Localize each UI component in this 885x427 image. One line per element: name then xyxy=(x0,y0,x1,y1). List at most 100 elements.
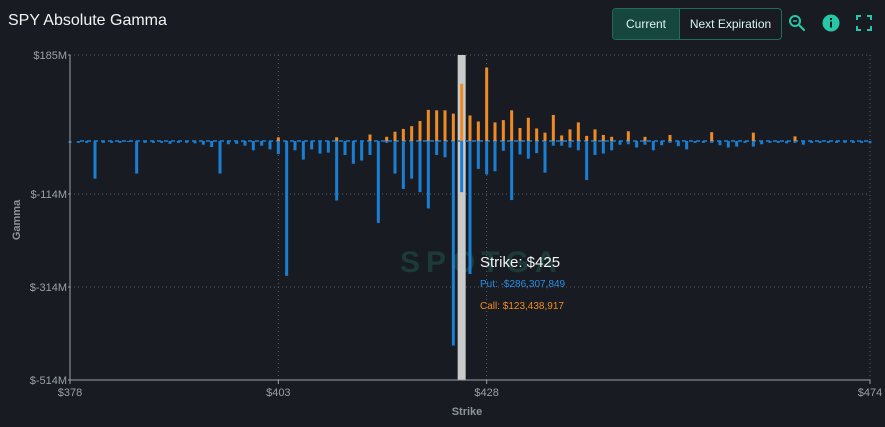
call-bar[interactable] xyxy=(368,134,372,142)
call-bar[interactable] xyxy=(668,134,672,142)
put-bar[interactable] xyxy=(485,141,489,175)
put-bar[interactable] xyxy=(85,141,89,143)
call-bar[interactable] xyxy=(535,128,539,142)
put-bar[interactable] xyxy=(326,141,330,153)
put-bar[interactable] xyxy=(218,141,222,174)
put-bar[interactable] xyxy=(93,141,97,179)
call-bar[interactable] xyxy=(543,132,547,142)
put-bar[interactable] xyxy=(143,141,147,143)
call-bar[interactable] xyxy=(626,131,630,142)
call-bar[interactable] xyxy=(426,109,430,142)
call-bar[interactable] xyxy=(451,113,455,142)
call-bar[interactable] xyxy=(460,83,464,142)
put-bar[interactable] xyxy=(260,141,264,146)
put-bar[interactable] xyxy=(551,141,555,146)
put-bar[interactable] xyxy=(585,141,589,181)
search-icon[interactable] xyxy=(787,13,807,33)
put-bar[interactable] xyxy=(610,141,614,151)
put-bar[interactable] xyxy=(635,141,639,148)
put-bar[interactable] xyxy=(343,141,347,155)
call-bar[interactable] xyxy=(401,128,405,142)
put-bar[interactable] xyxy=(401,141,405,189)
call-bar[interactable] xyxy=(793,136,797,142)
put-bar[interactable] xyxy=(501,141,505,151)
put-bar[interactable] xyxy=(785,141,789,144)
put-bar[interactable] xyxy=(676,141,680,147)
put-bar[interactable] xyxy=(251,141,255,151)
put-bar[interactable] xyxy=(860,141,864,143)
put-bar[interactable] xyxy=(235,141,239,144)
put-bar[interactable] xyxy=(126,141,130,143)
put-bar[interactable] xyxy=(568,141,572,148)
call-bar[interactable] xyxy=(276,137,280,142)
put-bar[interactable] xyxy=(651,141,655,151)
put-bar[interactable] xyxy=(693,141,697,143)
put-bar[interactable] xyxy=(443,141,447,158)
call-bar[interactable] xyxy=(568,129,572,142)
call-bar[interactable] xyxy=(418,121,422,142)
put-bar[interactable] xyxy=(660,141,664,146)
put-bar[interactable] xyxy=(101,141,105,143)
put-bar[interactable] xyxy=(376,141,380,223)
put-bar[interactable] xyxy=(726,141,730,148)
put-bar[interactable] xyxy=(776,141,780,143)
info-icon[interactable] xyxy=(821,13,841,33)
put-bar[interactable] xyxy=(393,141,397,174)
put-bar[interactable] xyxy=(310,141,314,150)
put-bar[interactable] xyxy=(718,141,722,146)
call-bar[interactable] xyxy=(526,117,530,142)
call-bar[interactable] xyxy=(710,132,714,142)
fullscreen-icon[interactable] xyxy=(854,13,874,33)
call-bar[interactable] xyxy=(485,67,489,142)
next-expiration-button[interactable]: Next Expiration xyxy=(689,17,772,31)
put-bar[interactable] xyxy=(626,141,630,145)
put-bar[interactable] xyxy=(493,141,497,172)
put-bar[interactable] xyxy=(851,141,855,143)
put-bar[interactable] xyxy=(451,141,455,346)
put-bar[interactable] xyxy=(318,141,322,154)
put-bar[interactable] xyxy=(368,141,372,155)
put-bar[interactable] xyxy=(543,141,547,173)
put-bar[interactable] xyxy=(410,141,414,179)
put-bar[interactable] xyxy=(435,141,439,155)
put-bar[interactable] xyxy=(176,141,180,143)
put-bar[interactable] xyxy=(810,141,814,143)
put-bar[interactable] xyxy=(351,141,355,164)
put-bar[interactable] xyxy=(593,141,597,155)
put-bar[interactable] xyxy=(751,141,755,147)
call-bar[interactable] xyxy=(410,126,414,142)
put-bar[interactable] xyxy=(460,141,464,193)
put-bar[interactable] xyxy=(668,141,672,143)
put-bar[interactable] xyxy=(151,141,155,143)
put-bar[interactable] xyxy=(418,141,422,193)
put-bar[interactable] xyxy=(335,141,339,201)
call-bar[interactable] xyxy=(593,129,597,142)
call-bar[interactable] xyxy=(393,131,397,142)
put-bar[interactable] xyxy=(285,141,289,276)
put-bar[interactable] xyxy=(768,141,772,143)
put-bar[interactable] xyxy=(193,141,197,144)
put-bar[interactable] xyxy=(201,141,205,145)
put-bar[interactable] xyxy=(701,141,705,143)
put-bar[interactable] xyxy=(685,141,689,150)
put-bar[interactable] xyxy=(843,141,847,143)
put-bar[interactable] xyxy=(560,141,564,146)
call-bar[interactable] xyxy=(551,114,555,142)
call-bar[interactable] xyxy=(493,122,497,142)
put-bar[interactable] xyxy=(276,141,280,155)
put-bar[interactable] xyxy=(160,141,164,143)
put-bar[interactable] xyxy=(76,141,80,143)
put-bar[interactable] xyxy=(826,141,830,143)
put-bar[interactable] xyxy=(760,141,764,145)
put-bar[interactable] xyxy=(301,141,305,160)
put-bar[interactable] xyxy=(426,141,430,209)
call-bar[interactable] xyxy=(501,120,505,142)
call-bar[interactable] xyxy=(443,110,447,142)
call-bar[interactable] xyxy=(585,135,589,142)
call-bar[interactable] xyxy=(601,134,605,142)
put-bar[interactable] xyxy=(293,141,297,151)
call-bar[interactable] xyxy=(751,132,755,142)
put-bar[interactable] xyxy=(735,141,739,147)
put-bar[interactable] xyxy=(185,141,189,143)
put-bar[interactable] xyxy=(110,141,114,143)
